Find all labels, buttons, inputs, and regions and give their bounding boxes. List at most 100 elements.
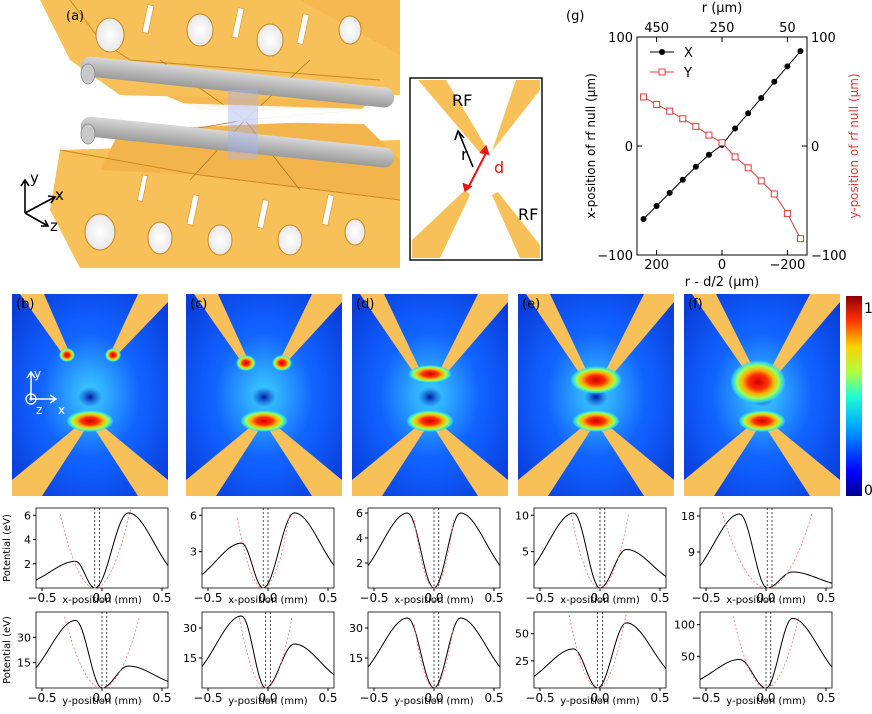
axes-3d-indicator xyxy=(20,178,57,227)
profile-curve xyxy=(201,512,335,589)
profile-y-tick-label: 50 xyxy=(681,650,695,663)
profile-x-tick-label: 0.0 xyxy=(92,591,111,605)
profile-x-tick-label: 0.0 xyxy=(258,691,277,705)
point-Y xyxy=(640,93,648,101)
point-Y xyxy=(718,139,726,147)
electrode-bottom-left xyxy=(186,424,260,496)
profile-x-axis-label: y-position (mm) xyxy=(228,696,308,707)
field-null xyxy=(252,387,276,407)
panel-label-c: (c) xyxy=(190,297,207,312)
field-hotspot-bottom xyxy=(738,410,786,432)
electrode-bottom-left xyxy=(518,424,592,496)
series-line-Y xyxy=(643,96,801,239)
profile-plot: −0.5 0.0 0.5 y-position (mm) 50 100 xyxy=(674,611,836,707)
electrode-top-left xyxy=(360,294,422,376)
electrode-top-left xyxy=(526,294,590,380)
profile-x-tick-label: 0.0 xyxy=(756,691,775,705)
profile-x-axis-label: x-position (mm) xyxy=(726,595,806,606)
profile-x-tick-label: −0.5 xyxy=(359,591,388,605)
profile-harmonic-fit xyxy=(59,508,131,589)
rf-null-position-chart: 200 0 −200 450 250 50 100 100 0 0 −100 −100 r - d/2 … xyxy=(584,1,861,290)
profile-y-tick-label: 6 xyxy=(356,507,363,520)
profile-y-tick-label: 15 xyxy=(183,652,197,665)
profile-y-tick-label: 50 xyxy=(515,628,529,641)
profile-harmonic-fit xyxy=(413,624,455,689)
y-tick-label-right: 100 xyxy=(811,31,836,46)
profile-harmonic-fit xyxy=(64,616,140,689)
point-Y xyxy=(770,190,778,198)
legend-marker-X xyxy=(659,49,665,55)
profile-x-tick-label: 0.0 xyxy=(424,691,443,705)
profile-x-tick-label: 0.0 xyxy=(258,591,277,605)
panel-label-d: (d) xyxy=(356,297,374,312)
panel-label-f: (f) xyxy=(688,297,703,312)
electrode-bottom-right xyxy=(268,424,342,496)
profile-plot: −0.5 0.0 0.5 y-position (mm) 15 30 xyxy=(349,611,504,707)
profile-x-axis-label: x-position (mm) xyxy=(228,595,308,606)
profile-x-tick-label: 0.5 xyxy=(318,591,337,605)
panel-label-a: (a) xyxy=(66,9,84,24)
profile-frame xyxy=(533,611,667,689)
profile-x-tick-label: 0.5 xyxy=(152,591,171,605)
electrode-top-right xyxy=(765,294,840,382)
profile-y-axis-label: Potential (eV) xyxy=(2,616,13,684)
profile-plot: −0.5 0.0 0.5 y-position (mm) 15 30 xyxy=(17,611,172,707)
profile-x-tick-label: 0.5 xyxy=(318,691,337,705)
point-Y xyxy=(731,153,739,161)
colorbar xyxy=(846,296,862,496)
profile-y-tick-label: 3 xyxy=(190,546,197,559)
x-tick-label: 0 xyxy=(718,258,726,273)
profile-y-tick-label: 6 xyxy=(24,509,31,522)
axis-x-3d: x xyxy=(55,186,64,204)
panel-label-g: (g) xyxy=(566,9,584,24)
point-X xyxy=(653,202,660,209)
point-X xyxy=(705,151,712,158)
profile-y-tick-label: 30 xyxy=(349,622,363,635)
point-Y xyxy=(666,107,674,115)
profile-x-tick-label: 0.5 xyxy=(484,691,503,705)
profile-plot: −0.5 0.0 0.5 x-position (mm) 3 6 xyxy=(190,507,338,606)
point-X xyxy=(692,163,699,170)
profile-x-axis-label: y-position (mm) xyxy=(394,696,474,707)
y-axis-label-right: y-position of rf null (μm) xyxy=(847,73,861,218)
profile-harmonic-fit xyxy=(732,616,800,689)
map-axis-x: x xyxy=(58,403,65,417)
electrode-bottom-right xyxy=(766,424,840,496)
field-hotspot-top xyxy=(570,366,622,394)
field-hotspot-top-left xyxy=(59,348,75,362)
colorbar-max-label: 1 xyxy=(864,301,872,317)
point-X xyxy=(745,110,752,117)
profile-x-tick-label: −0.5 xyxy=(193,691,222,705)
profile-frame xyxy=(35,507,169,589)
point-X xyxy=(732,125,739,132)
point-X xyxy=(679,176,686,183)
profile-y-tick-label: 15 xyxy=(17,657,31,670)
profile-y-tick-label: 2 xyxy=(356,557,363,570)
heatmap-panel xyxy=(352,294,508,496)
profile-x-tick-label: −0.5 xyxy=(193,591,222,605)
profile-x-tick-label: −0.5 xyxy=(525,691,554,705)
electrode-top-left xyxy=(194,294,249,364)
field-null xyxy=(418,387,442,407)
x-axis-label: r - d/2 (μm) xyxy=(685,275,759,290)
point-X xyxy=(640,216,647,223)
inset-rf-top: RF xyxy=(452,91,472,110)
electrode-bottom-right xyxy=(434,424,508,496)
profile-x-tick-label: 0.0 xyxy=(590,691,609,705)
electrode-bottom-left xyxy=(12,424,86,496)
field-hotspot-bottom xyxy=(240,410,288,432)
profile-y-tick-label: 15 xyxy=(349,652,363,665)
legend-label-X: X xyxy=(684,46,693,61)
panel-label-e: (e) xyxy=(522,297,540,312)
profile-curve xyxy=(533,622,667,689)
electrode-bottom-right xyxy=(600,424,674,496)
field-hotspot-bottom xyxy=(406,410,454,432)
profile-x-axis-label: y-position (mm) xyxy=(726,696,806,707)
y-axis-label: x-position of rf null (μm) xyxy=(584,73,598,219)
profile-x-tick-label: −0.5 xyxy=(27,691,56,705)
profile-y-tick-label: 5 xyxy=(522,546,529,559)
profile-x-tick-label: 0.5 xyxy=(816,591,835,605)
field-hotspot-bottom xyxy=(572,410,620,432)
field-hotspot-bottom xyxy=(66,410,114,432)
